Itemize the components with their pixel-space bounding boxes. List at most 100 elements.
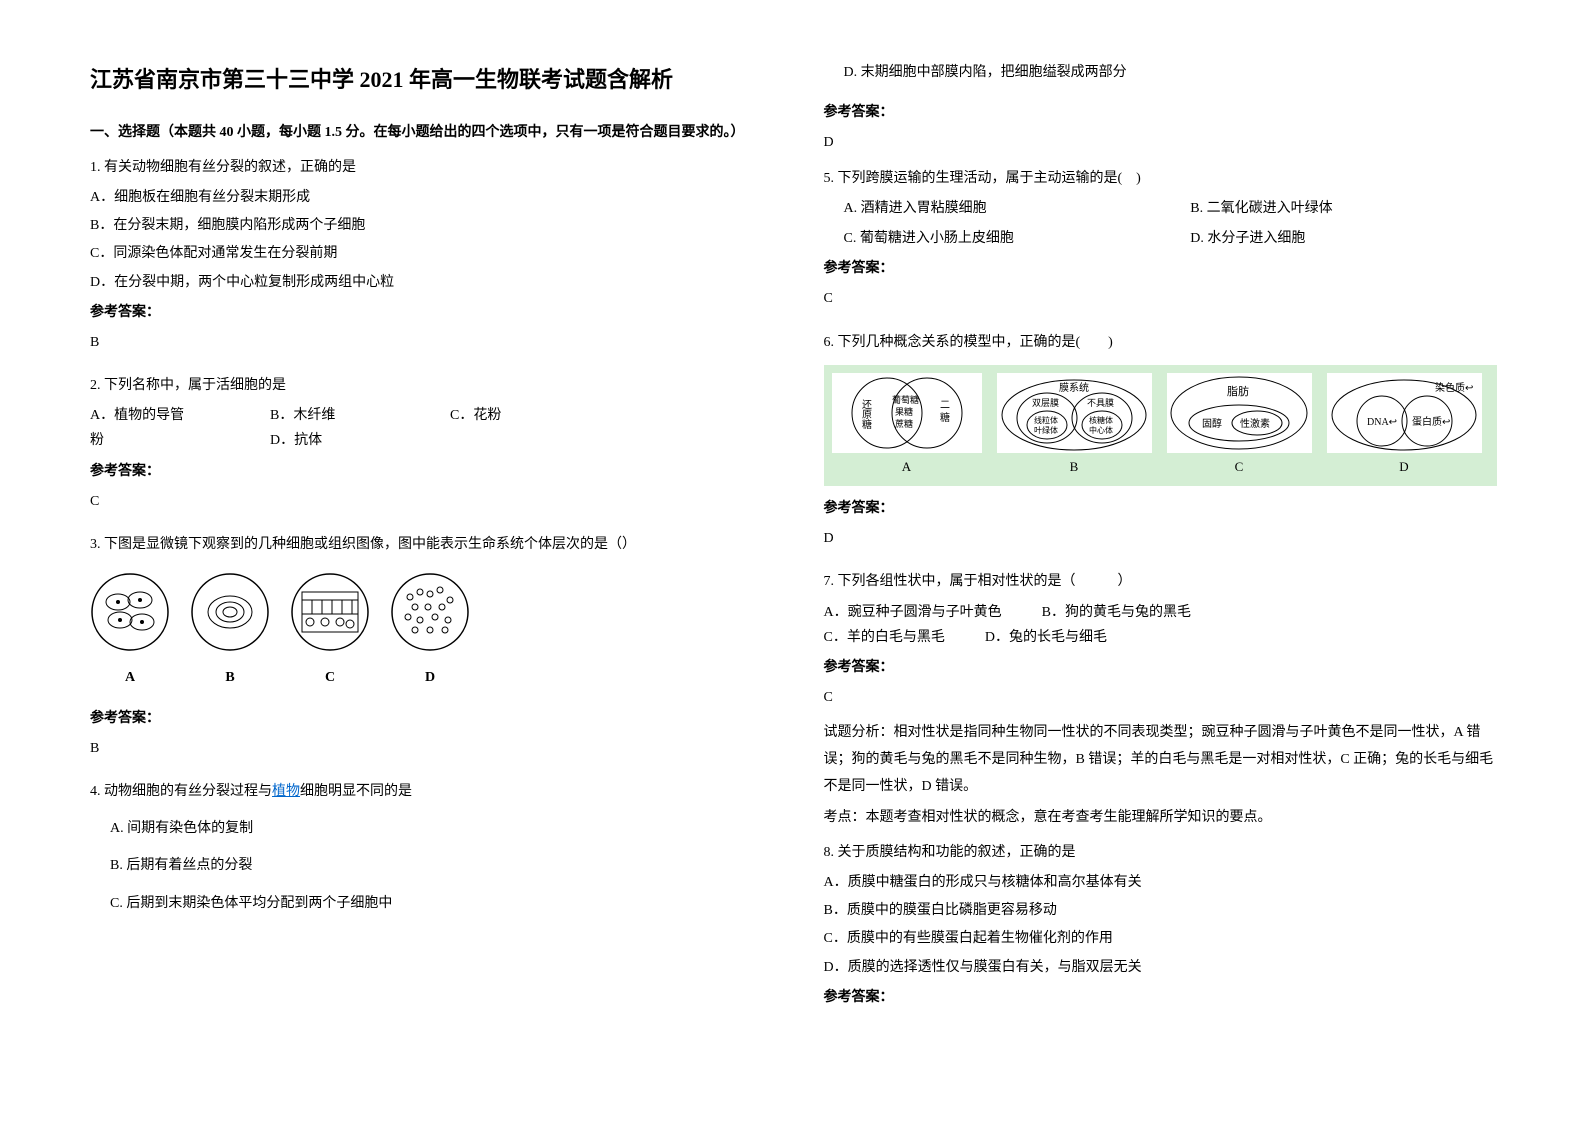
cell-cluster-icon xyxy=(90,572,170,652)
venn-d: 染色质↩ DNA↩ 蛋白质↩ D xyxy=(1327,373,1482,478)
question-7: 7. 下列各组性状中，属于相对性状的是（ ） A．豌豆种子圆滑与子叶黄色 B．狗… xyxy=(824,569,1498,831)
venn-diagrams: 还原糖 葡萄糖果糖蔗糖 二糖 A 膜系统 双层膜 不具膜 线粒体叶绿体 xyxy=(824,365,1498,486)
svg-text:不具膜: 不具膜 xyxy=(1087,398,1114,408)
exam-title: 江苏省南京市第三十三中学 2021 年高一生物联考试题含解析 xyxy=(90,60,764,100)
option-a: A．豌豆种子圆滑与子叶黄色 xyxy=(824,600,1002,625)
option-d: D. 末期细胞中部膜内陷，把细胞缢裂成两部分 xyxy=(824,60,1498,85)
answer-value: B xyxy=(90,736,764,761)
section-heading: 一、选择题（本题共 40 小题，每小题 1.5 分。在每小题给出的四个选项中，只… xyxy=(90,120,764,145)
venn-c: 脂肪 固醇 性激素 C xyxy=(1167,373,1312,478)
figure-label: A xyxy=(90,665,170,690)
question-2: 2. 下列名称中，属于活细胞的是 A．植物的导管 B．木纤维 C．花粉 粉 D．… xyxy=(90,373,764,524)
svg-text:染色质↩: 染色质↩ xyxy=(1435,381,1473,394)
venn-c-icon: 脂肪 固醇 性激素 xyxy=(1167,373,1312,453)
question-5: 5. 下列跨膜运输的生理活动，属于主动运输的是( ) A. 酒精进入胃粘膜细胞 … xyxy=(824,166,1498,322)
svg-text:核糖体: 核糖体 xyxy=(1089,415,1113,425)
left-column: 江苏省南京市第三十三中学 2021 年高一生物联考试题含解析 一、选择题（本题共… xyxy=(90,60,764,1062)
question-8: 8. 关于质膜结构和功能的叙述，正确的是 A．质膜中糖蛋白的形成只与核糖体和高尔… xyxy=(824,840,1498,1015)
answer-label: 参考答案： xyxy=(824,256,1498,281)
figure-b: B xyxy=(190,572,270,690)
svg-text:固醇: 固醇 xyxy=(1202,417,1222,430)
option-d: D．在分裂中期，两个中心粒复制形成两组中心粒 xyxy=(90,270,764,295)
question-1: 1. 有关动物细胞有丝分裂的叙述，正确的是 A．细胞板在细胞有丝分裂末期形成 B… xyxy=(90,155,764,365)
question-6: 6. 下列几种概念关系的模型中，正确的是( ) 还原糖 葡萄糖果糖蔗糖 二糖 A… xyxy=(824,330,1498,562)
svg-text:DNA↩: DNA↩ xyxy=(1367,417,1397,428)
question-text: 2. 下列名称中，属于活细胞的是 xyxy=(90,373,764,398)
option-c: C. 葡萄糖进入小肠上皮细胞 xyxy=(844,226,1151,251)
answer-label: 参考答案： xyxy=(90,459,764,484)
option-c: C．质膜中的有些膜蛋白起着生物催化剂的作用 xyxy=(824,926,1498,951)
option-c: C．同源染色体配对通常发生在分裂前期 xyxy=(90,241,764,266)
svg-text:叶绿体: 叶绿体 xyxy=(1034,425,1058,435)
svg-text:性激素: 性激素 xyxy=(1240,417,1270,430)
answer-label: 参考答案： xyxy=(824,985,1498,1010)
option-d: D．质膜的选择透性仅与膜蛋白有关，与脂双层无关 xyxy=(824,955,1498,980)
figure-label: B xyxy=(190,665,270,690)
answer-value: C xyxy=(90,489,764,514)
venn-b-icon: 膜系统 双层膜 不具膜 线粒体叶绿体 核糖体中心体 xyxy=(997,373,1152,453)
option-d: D．抗体 xyxy=(270,428,322,453)
text-pre: 4. 动物细胞的有丝分裂过程与 xyxy=(90,784,272,799)
figure-d: D xyxy=(390,572,470,690)
option-c: C. 后期到末期染色体平均分配到两个子细胞中 xyxy=(90,891,764,916)
svg-text:线粒体: 线粒体 xyxy=(1034,415,1058,425)
figure-c: C xyxy=(290,572,370,690)
figure-a: A xyxy=(90,572,170,690)
venn-label: D xyxy=(1399,455,1408,478)
answer-label: 参考答案： xyxy=(824,496,1498,521)
kaodian: 考点：本题考查相对性状的概念，意在考查考生能理解所学知识的要点。 xyxy=(824,805,1498,832)
venn-a-icon: 还原糖 葡萄糖果糖蔗糖 二糖 xyxy=(832,373,982,453)
svg-text:二: 二 xyxy=(940,400,950,411)
dots-icon xyxy=(390,572,470,652)
question-text: 4. 动物细胞的有丝分裂过程与植物细胞明显不同的是 xyxy=(90,779,764,804)
venn-b: 膜系统 双层膜 不具膜 线粒体叶绿体 核糖体中心体 B xyxy=(997,373,1152,478)
question-text: 7. 下列各组性状中，属于相对性状的是（ ） xyxy=(824,569,1498,594)
question-text: 1. 有关动物细胞有丝分裂的叙述，正确的是 xyxy=(90,155,764,180)
svg-text:中心体: 中心体 xyxy=(1089,425,1113,435)
answer-label: 参考答案： xyxy=(824,655,1498,680)
svg-text:双层膜: 双层膜 xyxy=(1032,398,1059,408)
svg-text:葡萄糖: 葡萄糖 xyxy=(892,394,919,405)
figure-label: C xyxy=(290,665,370,690)
option-b: B．狗的黄毛与兔的黑毛 xyxy=(1042,600,1191,625)
single-cell-icon xyxy=(190,572,270,652)
answer-value: D xyxy=(824,526,1498,551)
figure-label: D xyxy=(390,665,470,690)
svg-text:膜系统: 膜系统 xyxy=(1059,381,1089,394)
svg-text:脂肪: 脂肪 xyxy=(1227,384,1249,398)
venn-label: C xyxy=(1235,455,1244,478)
plant-link[interactable]: 植物 xyxy=(272,784,300,799)
question-text: 3. 下图是显微镜下观察到的几种细胞或组织图像，图中能表示生命系统个体层次的是（… xyxy=(90,532,764,557)
option-c: C．羊的白毛与黑毛 xyxy=(824,625,945,650)
svg-text:果糖: 果糖 xyxy=(895,406,913,417)
option-b: B．木纤维 xyxy=(270,403,450,428)
answer-label: 参考答案： xyxy=(90,706,764,731)
text-post: 细胞明显不同的是 xyxy=(300,784,412,799)
option-b: B．质膜中的膜蛋白比磷脂更容易移动 xyxy=(824,898,1498,923)
answer-value: D xyxy=(824,130,1498,155)
svg-text:蔗糖: 蔗糖 xyxy=(895,418,913,429)
right-column: D. 末期细胞中部膜内陷，把细胞缢裂成两部分 参考答案： D 5. 下列跨膜运输… xyxy=(824,60,1498,1062)
question-3: 3. 下图是显微镜下观察到的几种细胞或组织图像，图中能表示生命系统个体层次的是（… xyxy=(90,532,764,771)
option-c: C．花粉 xyxy=(450,403,501,428)
answer-value: C xyxy=(824,286,1498,311)
answer-value: B xyxy=(90,330,764,355)
option-a: A．细胞板在细胞有丝分裂末期形成 xyxy=(90,185,764,210)
question-text: 5. 下列跨膜运输的生理活动，属于主动运输的是( ) xyxy=(824,166,1498,191)
option-d: D. 水分子进入细胞 xyxy=(1190,226,1497,251)
answer-label: 参考答案： xyxy=(90,300,764,325)
svg-text:蛋白质↩: 蛋白质↩ xyxy=(1412,415,1450,428)
answer-value: C xyxy=(824,685,1498,710)
option-a: A. 酒精进入胃粘膜细胞 xyxy=(844,196,1151,221)
option-b: B. 二氧化碳进入叶绿体 xyxy=(1190,196,1497,221)
question-text: 6. 下列几种概念关系的模型中，正确的是( ) xyxy=(824,330,1498,355)
tissue-icon xyxy=(290,572,370,652)
option-a: A．质膜中糖蛋白的形成只与核糖体和高尔基体有关 xyxy=(824,870,1498,895)
option-a: A．植物的导管 xyxy=(90,403,270,428)
option-b: B. 后期有着丝点的分裂 xyxy=(90,853,764,878)
venn-a: 还原糖 葡萄糖果糖蔗糖 二糖 A xyxy=(832,373,982,478)
question-4: 4. 动物细胞的有丝分裂过程与植物细胞明显不同的是 A. 间期有染色体的复制 B… xyxy=(90,779,764,919)
venn-d-icon: 染色质↩ DNA↩ 蛋白质↩ xyxy=(1327,373,1482,453)
answer-label: 参考答案： xyxy=(824,100,1498,125)
question-text: 8. 关于质膜结构和功能的叙述，正确的是 xyxy=(824,840,1498,865)
